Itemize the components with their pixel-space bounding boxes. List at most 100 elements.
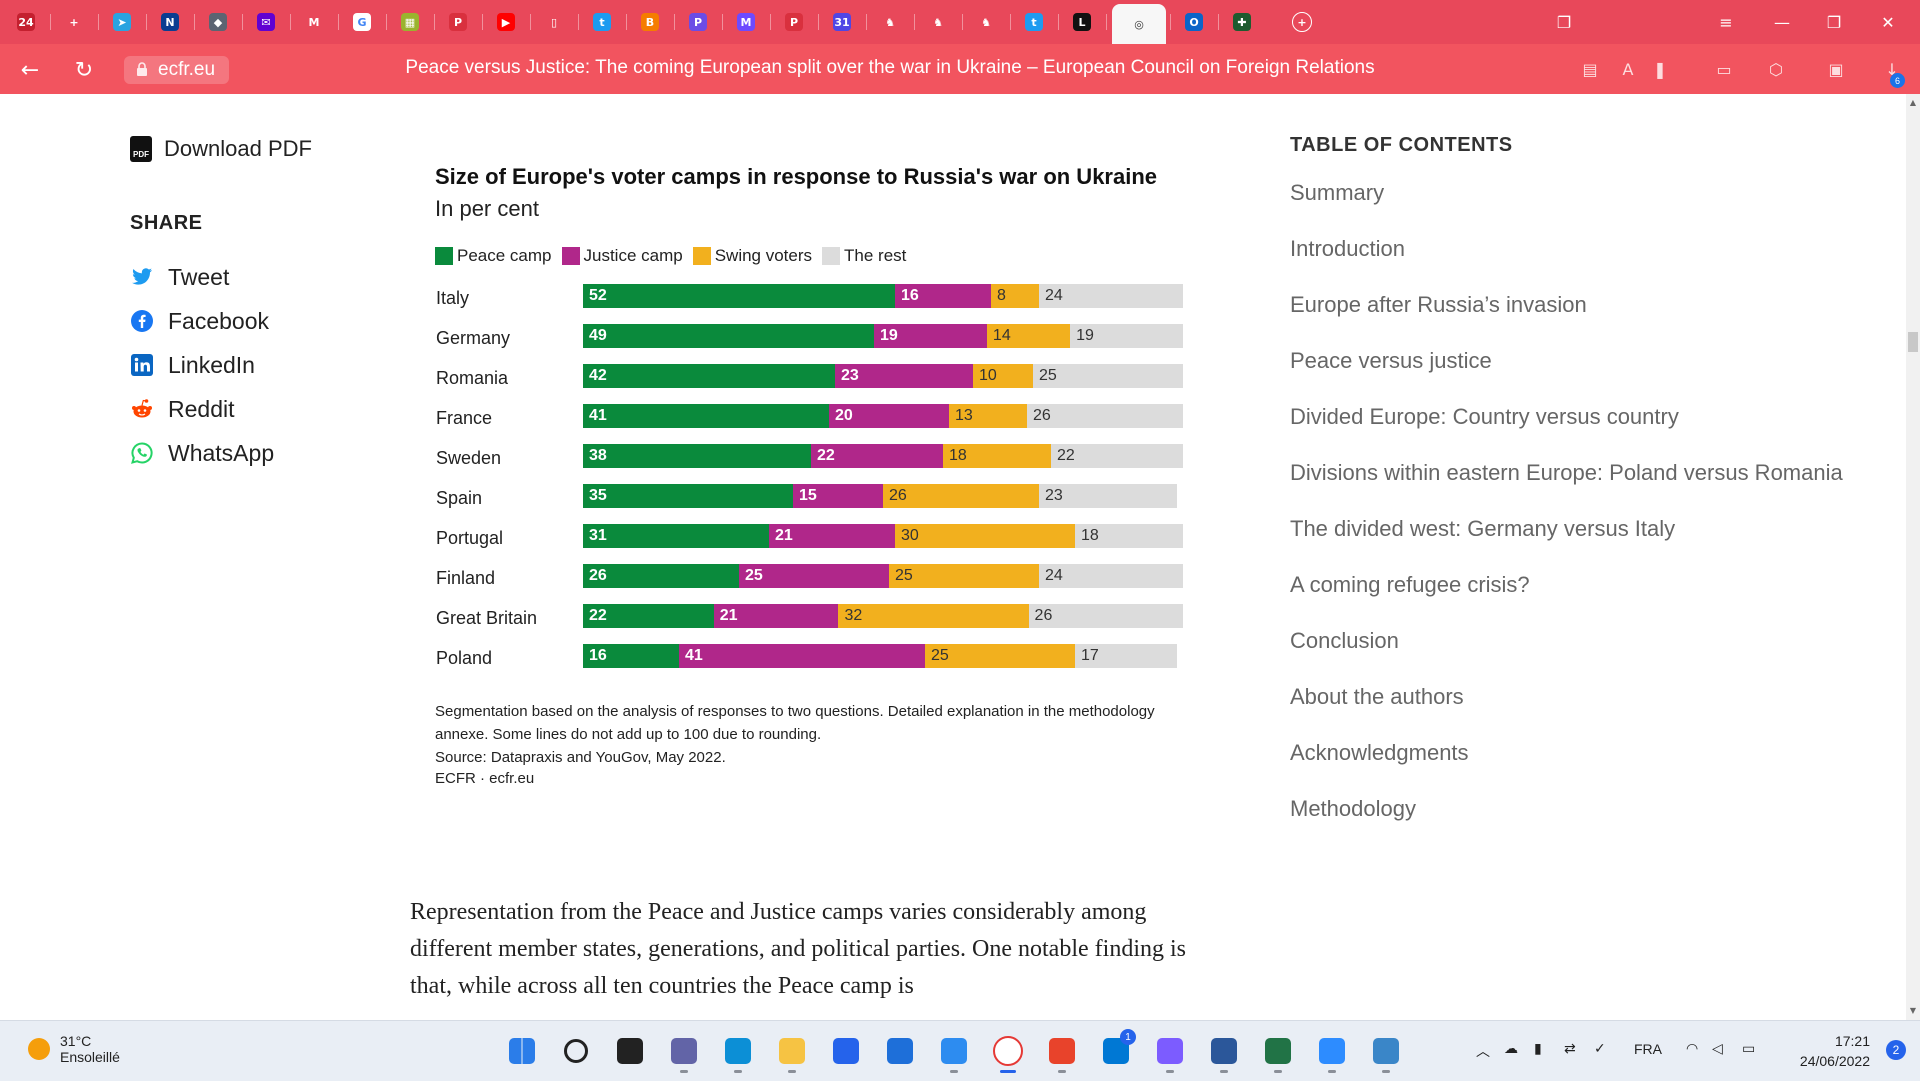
toc-item[interactable]: Divisions within eastern Europe: Poland … [1290, 460, 1843, 485]
tab-18[interactable]: 31 [824, 6, 860, 38]
tab-13[interactable]: t [584, 6, 620, 38]
reader-view-icon[interactable]: ▤ [1582, 59, 1598, 79]
word-icon[interactable] [1206, 1033, 1242, 1073]
volume-icon[interactable]: ◁ [1712, 1041, 1723, 1057]
search-icon[interactable] [558, 1033, 594, 1069]
url-text: ecfr.eu [158, 59, 216, 80]
article-sidebar: PDF Download PDF SHARE Tweet Facebook Link… [130, 136, 312, 475]
tab-14[interactable]: B [632, 6, 668, 38]
tab-12[interactable]: ▯ [536, 6, 572, 38]
share-tweet-link[interactable]: Tweet [130, 255, 312, 299]
legend-item: Justice camp [561, 246, 683, 266]
toc-item[interactable]: Introduction [1290, 236, 1405, 261]
toc-item[interactable]: Divided Europe: Country versus country [1290, 404, 1679, 429]
wifi-icon[interactable]: ◠ [1686, 1041, 1699, 1057]
toc-item[interactable]: A coming refugee crisis? [1290, 572, 1530, 597]
translate-icon[interactable]: A [1622, 59, 1634, 79]
toc-item[interactable]: Summary [1290, 180, 1385, 205]
tab-16[interactable]: M [728, 6, 764, 38]
tab-4[interactable]: N [152, 6, 188, 38]
account-icon[interactable]: ▣ [1828, 59, 1844, 79]
tab-22[interactable]: t [1016, 6, 1052, 38]
notes-icon[interactable]: 1 [1098, 1029, 1136, 1069]
share-whatsapp-link[interactable]: WhatsApp [130, 431, 312, 475]
start-button[interactable] [504, 1033, 540, 1069]
outlook-tab-icon: O [1185, 13, 1203, 31]
tab-9[interactable]: ▦ [392, 6, 428, 38]
toc-item[interactable]: Peace versus justice [1290, 348, 1492, 373]
tab-21[interactable]: ♞ [968, 6, 1004, 38]
store-icon[interactable] [828, 1033, 864, 1069]
meet-icon[interactable]: ▮ [1534, 1041, 1542, 1057]
toc-item[interactable]: Acknowledgments [1290, 740, 1469, 765]
clock[interactable]: 17:21 24/06/2022 [1800, 1031, 1870, 1071]
scroll-up-icon[interactable]: ▲ [1909, 98, 1917, 107]
vivaldi-icon[interactable] [1152, 1033, 1188, 1073]
scrollbar-thumb[interactable] [1908, 332, 1918, 352]
tab-3[interactable]: ➤ [104, 6, 140, 38]
tab-25[interactable]: O [1176, 6, 1212, 38]
extension-icon[interactable]: ⬡ [1769, 59, 1783, 79]
share-reddit-link[interactable]: Reddit [130, 387, 312, 431]
tab-8[interactable]: G [344, 6, 380, 38]
reload-icon[interactable]: ↻ [74, 57, 94, 83]
teams-chat-icon[interactable] [666, 1033, 702, 1073]
tab-1[interactable]: 24 [8, 6, 44, 38]
scroll-down-icon[interactable]: ▼ [1909, 1006, 1917, 1015]
bookmark-icon[interactable]: ❚ [1653, 59, 1667, 79]
restore-icon[interactable]: ❐ [1826, 12, 1842, 32]
excel-icon[interactable] [1260, 1033, 1296, 1073]
tab-24[interactable]: ◎ [1112, 4, 1166, 44]
mail-icon[interactable] [882, 1033, 918, 1069]
weather-widget[interactable]: 31°C Ensoleillé [28, 1033, 120, 1065]
download-pdf-link[interactable]: PDF Download PDF [130, 136, 312, 162]
office-icon[interactable] [1044, 1033, 1080, 1073]
back-icon[interactable]: ← [20, 57, 40, 83]
toc-item[interactable]: Conclusion [1290, 628, 1399, 653]
toc-item[interactable]: About the authors [1290, 684, 1464, 709]
tab-17[interactable]: P [776, 6, 812, 38]
running-indicator [950, 1070, 958, 1073]
edge-browser-icon[interactable] [720, 1033, 756, 1073]
battery-saver-icon[interactable]: ▭ [1716, 59, 1732, 79]
sync-icon[interactable]: ⇄ [1564, 1041, 1576, 1057]
tab-2[interactable]: + [56, 6, 92, 38]
blogger-tab-icon: B [641, 13, 659, 31]
battery-icon[interactable]: ▭ [1742, 1041, 1756, 1057]
tab-11[interactable]: ▶ [488, 6, 524, 38]
yandex-browser-icon[interactable] [990, 1033, 1026, 1073]
language-indicator[interactable]: FRA [1634, 1041, 1662, 1057]
security-icon[interactable]: ✓ [1594, 1041, 1606, 1057]
messenger-icon[interactable] [936, 1033, 972, 1073]
tab-19[interactable]: ♞ [872, 6, 908, 38]
tab-20[interactable]: ♞ [920, 6, 956, 38]
legend-label: Peace camp [457, 246, 552, 265]
tab-6[interactable]: ✉ [248, 6, 284, 38]
toc-item[interactable]: Methodology [1290, 796, 1416, 821]
photos-icon[interactable] [1368, 1033, 1404, 1073]
share-facebook-link[interactable]: Facebook [130, 299, 312, 343]
share-linkedin-link[interactable]: LinkedIn [130, 343, 312, 387]
zoom-icon[interactable] [1314, 1033, 1350, 1073]
tab-overview-icon[interactable]: ❐ [1556, 12, 1572, 32]
page-scrollbar[interactable]: ▲ ▼ [1906, 94, 1920, 1020]
tab-26[interactable]: ✚ [1224, 6, 1260, 38]
tab-23[interactable]: L [1064, 6, 1100, 38]
toc-item[interactable]: The divided west: Germany versus Italy [1290, 516, 1676, 541]
new-tab-button[interactable]: + [1284, 6, 1320, 38]
chart-row: Finland 26 25 25 24 [435, 558, 1195, 598]
tab-7[interactable]: M [296, 6, 332, 38]
url-field[interactable]: ecfr.eu [124, 56, 230, 84]
minimize-icon[interactable]: — [1774, 12, 1790, 32]
notification-badge[interactable]: 2 [1886, 1040, 1906, 1060]
menu-icon[interactable]: ≡ [1719, 12, 1733, 32]
close-window-icon[interactable]: ✕ [1881, 12, 1895, 32]
tray-chevron-icon[interactable]: ︿ [1476, 1044, 1490, 1060]
tab-10[interactable]: P [440, 6, 476, 38]
toc-item[interactable]: Europe after Russia’s invasion [1290, 292, 1587, 317]
file-explorer-icon[interactable] [774, 1033, 810, 1073]
tab-15[interactable]: P [680, 6, 716, 38]
onedrive-icon[interactable]: ☁ [1504, 1041, 1518, 1057]
task-view-icon[interactable] [612, 1033, 648, 1069]
tab-5[interactable]: ◆ [200, 6, 236, 38]
